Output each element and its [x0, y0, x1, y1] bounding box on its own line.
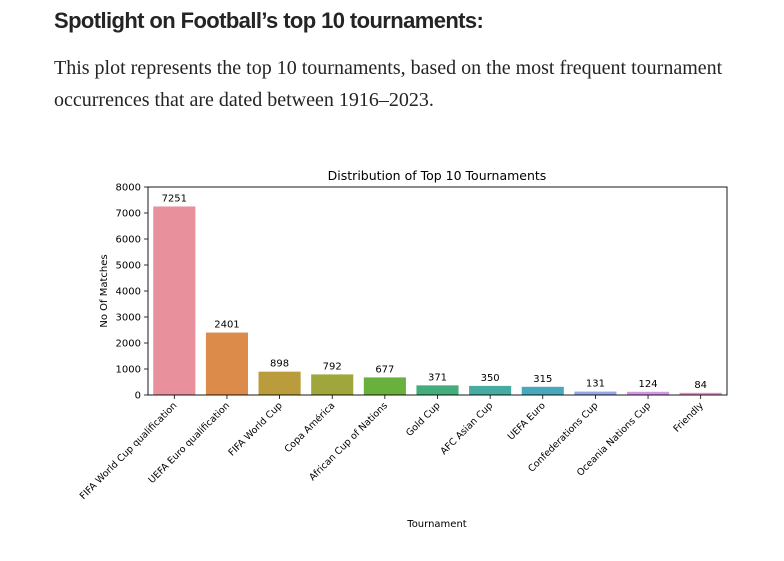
bar-value-label: 792: [323, 361, 342, 372]
y-tick-label: 2000: [116, 339, 141, 350]
bar-value-label: 350: [481, 373, 500, 384]
x-tick-label: UEFA Euro: [506, 400, 548, 442]
article-lead: This plot represents the top 10 tourname…: [54, 57, 723, 111]
bar: [153, 206, 196, 395]
x-axis-label: Tournament: [406, 519, 466, 530]
bar: [679, 392, 722, 395]
article-heading: Spotlight on Football’s top 10 tournamen…: [54, 8, 484, 33]
bar: [521, 386, 564, 395]
plot-frame: [147, 186, 728, 396]
y-tick-label: 1000: [116, 365, 141, 376]
bar: [574, 391, 617, 395]
y-axis-label: No Of Matches: [99, 254, 110, 327]
y-tick-label: 7000: [116, 209, 141, 220]
bars: [153, 206, 722, 395]
bar-value-label: 2401: [214, 320, 239, 331]
chart-title: Distribution of Top 10 Tournaments: [328, 168, 547, 183]
x-tick-label: AFC Asian Cup: [439, 400, 496, 457]
bar: [626, 391, 670, 395]
x-tick-label: FIFA World Cup: [227, 400, 285, 458]
bar-value-label: 315: [533, 374, 552, 385]
x-tick-label: Gold Cup: [404, 400, 443, 439]
bar-value-label: 131: [586, 379, 605, 390]
y-tick-label: 5000: [116, 261, 141, 272]
y-axis: 0 1000 2000 3000 4000 5000 6000 7000 8000: [116, 183, 148, 402]
bar-value-label: 898: [270, 359, 289, 370]
bar: [363, 377, 406, 395]
x-tick-label: Friendly: [672, 400, 707, 435]
bar-value-label: 124: [638, 379, 657, 390]
x-tick-label: FIFA World Cup qualification: [78, 400, 180, 502]
bar: [311, 374, 354, 395]
bar: [205, 332, 249, 395]
bar: [258, 371, 301, 395]
y-tick-label: 6000: [116, 235, 141, 246]
y-tick-label: 8000: [116, 183, 141, 194]
y-tick-label: 4000: [116, 287, 141, 298]
x-tick-label: Copa América: [283, 400, 338, 455]
bar-value-label: 7251: [162, 193, 187, 204]
bar-value-label: 677: [375, 364, 394, 375]
y-tick-label: 0: [135, 391, 141, 402]
y-tick-label: 3000: [116, 313, 141, 324]
bar-value-labels: 7251 2401 898 792 677 371 350 315 131 124 84: [162, 193, 707, 390]
bar-value-label: 371: [428, 372, 447, 383]
bar: [416, 385, 459, 395]
bar-value-label: 84: [694, 380, 707, 391]
bar: [469, 385, 512, 395]
